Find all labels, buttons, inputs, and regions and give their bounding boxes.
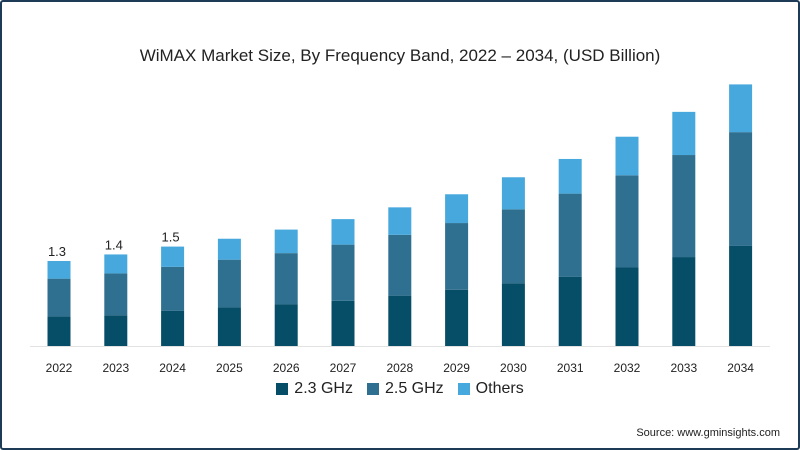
bar-segment-2-3-ghz-2022 <box>47 316 71 346</box>
bar-segment-others-2028 <box>388 207 412 235</box>
bar-segment-2-5-ghz-2023 <box>104 273 128 316</box>
legend-item: 2.3 GHz <box>276 380 353 398</box>
data-label: 1.5 <box>162 230 180 245</box>
legend-swatch <box>457 383 470 395</box>
bar-segment-2-3-ghz-2023 <box>104 315 128 346</box>
x-tick-label: 2027 <box>330 361 357 375</box>
legend-item: Others <box>457 380 524 398</box>
x-tick-label: 2022 <box>46 361 73 375</box>
bar-segment-2-5-ghz-2025 <box>217 259 241 308</box>
x-tick-label: 2028 <box>386 361 413 375</box>
bar-segment-2-3-ghz-2024 <box>161 310 185 346</box>
bar-segment-others-2034 <box>729 84 753 133</box>
x-tick-label: 2031 <box>557 361 584 375</box>
x-tick-label: 2034 <box>727 361 754 375</box>
bar-segment-others-2023 <box>104 254 128 274</box>
legend: 2.3 GHz 2.5 GHz Others <box>0 380 800 398</box>
x-tick-label: 2030 <box>500 361 527 375</box>
bar-segment-2-5-ghz-2028 <box>388 234 412 296</box>
bar-segment-2-5-ghz-2034 <box>729 132 753 246</box>
bar-segment-2-5-ghz-2024 <box>161 266 185 311</box>
legend-item: 2.5 GHz <box>366 380 444 398</box>
bar-segment-others-2033 <box>672 111 696 156</box>
data-label: 1.3 <box>48 244 66 259</box>
bar-segment-2-3-ghz-2034 <box>729 245 753 346</box>
x-tick-label: 2026 <box>273 361 300 375</box>
bar-segment-others-2032 <box>615 136 639 176</box>
legend-label: 2.3 GHz <box>294 380 353 397</box>
bar-segment-2-5-ghz-2033 <box>672 155 696 258</box>
data-label: 1.4 <box>105 237 123 252</box>
bar-segment-others-2031 <box>558 158 582 194</box>
bar-segment-others-2022 <box>47 260 71 279</box>
bar-segment-others-2025 <box>217 238 241 260</box>
bar-segment-2-5-ghz-2031 <box>558 193 582 277</box>
x-tick-label: 2025 <box>216 361 243 375</box>
bar-segment-2-5-ghz-2032 <box>615 175 639 268</box>
bar-segment-2-3-ghz-2025 <box>217 307 241 346</box>
bar-segment-2-5-ghz-2026 <box>274 253 298 305</box>
legend-label: 2.5 GHz <box>384 380 444 397</box>
bar-segment-2-5-ghz-2029 <box>445 223 469 290</box>
bar-segment-others-2029 <box>445 194 469 224</box>
bar-segment-2-3-ghz-2033 <box>672 257 696 346</box>
bar-segment-others-2027 <box>331 219 355 245</box>
bar-segment-2-5-ghz-2022 <box>47 278 71 317</box>
legend-swatch <box>276 383 289 395</box>
x-tick-label: 2033 <box>670 361 697 375</box>
chart-title: WiMAX Market Size, By Frequency Band, 20… <box>139 46 661 65</box>
x-tick-label: 2029 <box>443 361 470 375</box>
bar-segment-others-2026 <box>274 229 298 254</box>
bar-segment-others-2030 <box>501 177 525 210</box>
source-note: Source: www.gminsights.com <box>636 427 780 439</box>
bar-segment-2-5-ghz-2030 <box>501 209 525 284</box>
bar-segment-2-3-ghz-2029 <box>445 289 469 346</box>
legend-swatch <box>366 383 379 395</box>
bar-segment-2-3-ghz-2027 <box>331 300 355 346</box>
bar-segment-2-3-ghz-2026 <box>274 304 298 346</box>
bar-segment-2-3-ghz-2030 <box>501 283 525 346</box>
bar-segment-2-3-ghz-2031 <box>558 276 582 346</box>
x-tick-label: 2023 <box>102 361 129 375</box>
x-tick-label: 2024 <box>159 361 186 375</box>
bar-segment-others-2024 <box>161 246 185 267</box>
legend-label: Others <box>475 380 524 397</box>
x-tick-label: 2032 <box>614 361 641 375</box>
bar-segment-2-3-ghz-2032 <box>615 267 639 346</box>
bar-segment-2-5-ghz-2027 <box>331 244 355 301</box>
bar-segment-2-3-ghz-2028 <box>388 295 412 346</box>
